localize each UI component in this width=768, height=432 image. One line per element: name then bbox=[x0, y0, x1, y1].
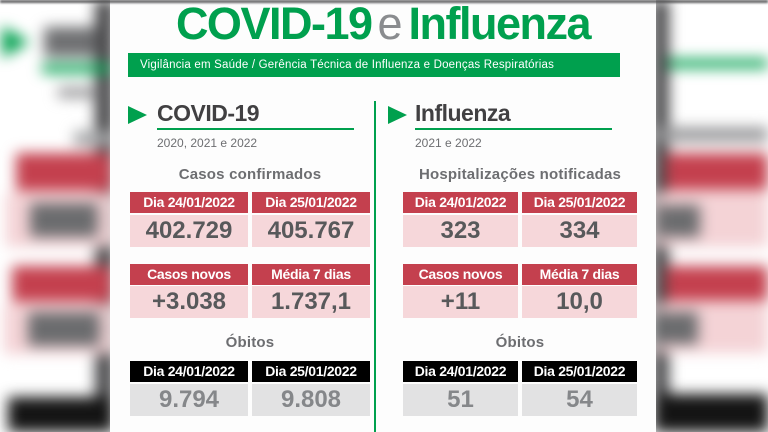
play-triangle-icon bbox=[388, 106, 407, 124]
table-value-row: 323 334 bbox=[403, 215, 637, 247]
table-header-cell: Dia 24/01/2022 bbox=[130, 192, 248, 213]
backdrop-shape bbox=[8, 397, 112, 432]
table-value-cell: 54 bbox=[522, 384, 637, 416]
table-header-row: Dia 24/01/2022 Dia 25/01/2022 bbox=[130, 361, 370, 382]
table-header-cell: Casos novos bbox=[130, 264, 248, 285]
title-covid: COVID-19 bbox=[175, 0, 373, 49]
table-value-row: +3.038 1.737,1 bbox=[130, 286, 370, 318]
table-header-row: Dia 24/01/2022 Dia 25/01/2022 bbox=[403, 192, 637, 213]
infographic-panel: COVID-19 e Influenza Vigilância em Saúde /… bbox=[110, 0, 656, 432]
backdrop-shape bbox=[658, 127, 768, 142]
section-underline bbox=[157, 128, 354, 130]
title-influenza: Influenza bbox=[408, 0, 592, 49]
backdrop-shape bbox=[2, 26, 30, 58]
block-title-deaths: Óbitos bbox=[495, 334, 545, 351]
block-title-confirmed-cases: Casos confirmados bbox=[178, 166, 322, 183]
section-title-influenza: Influenza bbox=[415, 100, 511, 126]
table-value-cell: 9.808 bbox=[252, 384, 370, 416]
table-header-cell: Dia 25/01/2022 bbox=[522, 361, 637, 382]
table-header-row: Dia 24/01/2022 Dia 25/01/2022 bbox=[403, 361, 637, 382]
block-title-deaths: Óbitos bbox=[225, 334, 275, 351]
block-title-hospitalizations: Hospitalizações notificadas bbox=[418, 166, 622, 183]
backdrop-shape bbox=[16, 153, 112, 191]
section-underline bbox=[415, 128, 612, 130]
column-divider bbox=[374, 101, 376, 432]
table-value-cell: 402.729 bbox=[130, 215, 248, 247]
table-header-row: Casos novos Média 7 dias bbox=[403, 264, 637, 285]
backdrop-shape bbox=[658, 394, 768, 432]
table-header-cell: Dia 25/01/2022 bbox=[522, 192, 637, 213]
section-period-influenza: 2021 e 2022 bbox=[415, 136, 482, 150]
table-value-row: 9.794 9.808 bbox=[130, 384, 370, 416]
backdrop-shape bbox=[30, 203, 98, 237]
backdrop-shape bbox=[668, 59, 768, 68]
page-title: COVID-19 e Influenza bbox=[110, 0, 656, 52]
table-value-row: 51 54 bbox=[403, 384, 637, 416]
backdrop-shape bbox=[666, 153, 768, 190]
frame-top-edge bbox=[0, 0, 768, 3]
table-header-cell: Casos novos bbox=[403, 264, 518, 285]
backdrop-shape bbox=[658, 205, 700, 237]
table-value-row: +11 10,0 bbox=[403, 286, 637, 318]
table-header-row: Dia 24/01/2022 Dia 25/01/2022 bbox=[130, 192, 370, 213]
table-value-cell: +3.038 bbox=[130, 286, 248, 318]
backdrop-shape bbox=[656, 312, 698, 344]
backdrop-shape bbox=[58, 87, 98, 98]
table-header-cell: Dia 25/01/2022 bbox=[252, 361, 370, 382]
table-value-cell: 323 bbox=[403, 215, 518, 247]
section-title-covid: COVID-19 bbox=[157, 100, 260, 126]
title-connector: e bbox=[377, 0, 403, 49]
table-value-cell: 1.737,1 bbox=[252, 286, 370, 318]
table-value-cell: 51 bbox=[403, 384, 518, 416]
table-header-row: Casos novos Média 7 dias bbox=[130, 264, 370, 285]
table-value-cell: +11 bbox=[403, 286, 518, 318]
play-triangle-icon bbox=[128, 106, 147, 124]
table-header-cell: Dia 24/01/2022 bbox=[403, 361, 518, 382]
backdrop-shape bbox=[28, 312, 100, 346]
table-value-cell: 9.794 bbox=[130, 384, 248, 416]
backdrop-shape bbox=[12, 266, 112, 302]
table-header-cell: Dia 24/01/2022 bbox=[403, 192, 518, 213]
table-value-cell: 334 bbox=[522, 215, 637, 247]
table-header-cell: Média 7 dias bbox=[252, 264, 370, 285]
backdrop-shape bbox=[74, 131, 110, 146]
subtitle-banner: Vigilância em Saúde / Gerência Técnica d… bbox=[128, 53, 620, 77]
table-value-cell: 405.767 bbox=[252, 215, 370, 247]
table-value-cell: 10,0 bbox=[522, 286, 637, 318]
backdrop-shape bbox=[42, 64, 112, 73]
backdrop-shape bbox=[44, 27, 96, 57]
table-header-cell: Dia 25/01/2022 bbox=[252, 192, 370, 213]
backdrop-shape bbox=[666, 266, 768, 301]
table-header-cell: Dia 24/01/2022 bbox=[130, 361, 248, 382]
table-value-row: 402.729 405.767 bbox=[130, 215, 370, 247]
table-header-cell: Média 7 dias bbox=[522, 264, 637, 285]
section-period-covid: 2020, 2021 e 2022 bbox=[157, 136, 258, 150]
